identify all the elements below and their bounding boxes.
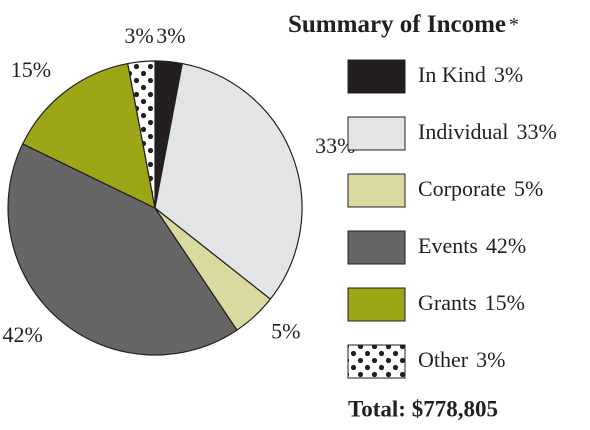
slice-label: 3% xyxy=(156,23,185,48)
legend-value: 3% xyxy=(494,62,523,87)
legend-swatch xyxy=(347,344,406,379)
legend-name: Individual xyxy=(418,119,508,144)
legend-swatch xyxy=(347,59,406,94)
title-asterisk: * xyxy=(509,14,519,36)
pie-slice xyxy=(127,60,156,209)
legend-label: Individual 33% xyxy=(418,119,557,144)
pie-slice xyxy=(7,143,238,356)
legend-value: 3% xyxy=(476,347,505,372)
pie-slice xyxy=(21,62,156,210)
legend-swatch xyxy=(347,116,406,151)
slice-label: 15% xyxy=(11,57,51,82)
legend-name: Events xyxy=(418,233,478,258)
legend-swatch xyxy=(347,173,406,208)
legend-label: Corporate 5% xyxy=(418,176,543,201)
legend-value: 15% xyxy=(485,290,525,315)
pie-slice xyxy=(154,62,303,300)
slice-label: 5% xyxy=(271,319,300,344)
legend-name: In Kind xyxy=(418,62,486,87)
legend-label: Other 3% xyxy=(418,347,505,372)
legend-label: In Kind 3% xyxy=(418,62,523,87)
legend-value: 33% xyxy=(516,119,556,144)
legend-name: Other xyxy=(418,347,469,372)
legend-name: Corporate xyxy=(418,176,506,201)
legend-swatch xyxy=(347,287,406,322)
legend-label: Events 42% xyxy=(418,233,526,258)
chart-title: Summary of Income * xyxy=(288,11,519,38)
legend-label: Grants 15% xyxy=(418,290,525,315)
legend-swatch xyxy=(347,230,406,265)
legend-value: 42% xyxy=(486,233,526,258)
legend-value: 5% xyxy=(514,176,543,201)
legend-name: Grants xyxy=(418,290,477,315)
title-text: Summary of Income xyxy=(288,11,506,38)
total-annotation: Total: $778,805 xyxy=(348,396,498,421)
slice-label: 42% xyxy=(3,322,43,347)
slice-label: 3% xyxy=(124,23,153,48)
